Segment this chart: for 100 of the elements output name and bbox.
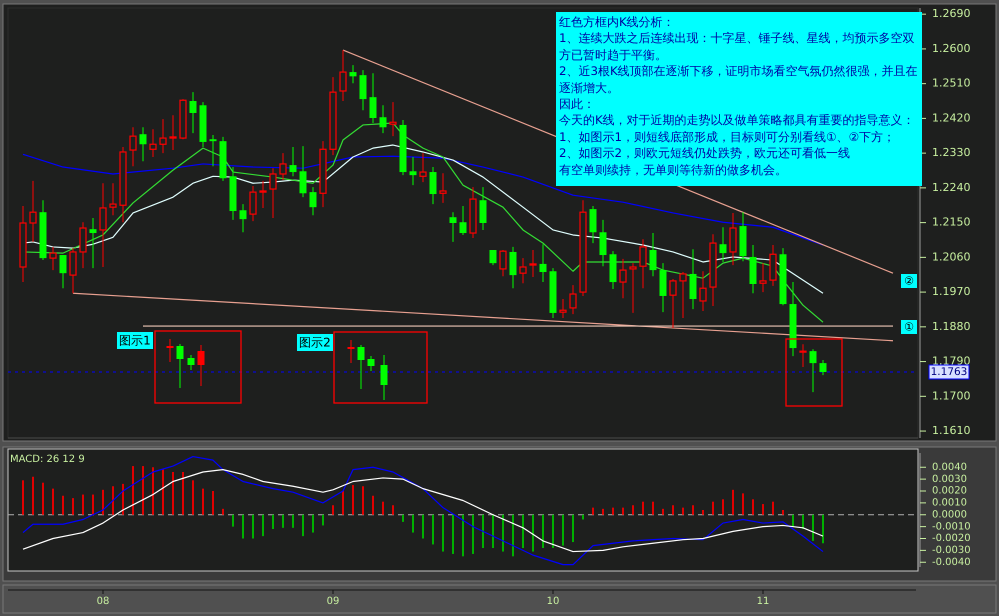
annotation: ① [904,320,914,334]
bar [582,514,584,520]
y-tick-label: 0.0020 [932,486,967,497]
annotation: 今天的K线，对于近期的走势以及做单策略都具有重要的指导意义： [559,112,916,129]
bar [342,491,344,515]
y-tick-label: 1.2150 [932,216,970,229]
bar [742,493,744,515]
bar [242,514,244,538]
bar [102,490,104,515]
bar [442,514,444,552]
y-tick-label: 1.1610 [932,424,970,438]
y-tick-label: 1.2510 [932,76,970,90]
chart-title: MACD: 26 12 9 [10,454,85,465]
bar [202,488,204,515]
bar [512,514,514,556]
bar [422,514,424,538]
bar [332,505,334,515]
bar [492,514,494,548]
y-tick-label: 1.2330 [932,146,970,160]
bar [122,484,124,515]
bar [672,505,674,515]
annotation: ② [904,274,914,288]
bar [542,514,544,548]
bar [522,514,524,548]
y-tick-label: 1.2240 [932,180,970,194]
bar [82,494,84,515]
annotation: 红色方框内K线分析： [559,14,676,30]
bar [252,514,254,538]
bar [772,502,774,515]
bar [352,485,354,515]
y-tick-label: 0.0030 [932,474,967,485]
y-tick-label: 0.0040 [932,462,967,473]
y-tick-label: -0.0010 [932,521,971,532]
bar [722,499,724,515]
bar [132,466,134,515]
bar [652,502,654,515]
bar [482,514,484,548]
bar [62,496,64,515]
bar [172,472,174,515]
y-tick-label: 1.1790 [932,354,970,368]
y-tick-label: 0.0010 [932,498,967,509]
bar [292,514,294,528]
bar [402,514,404,522]
bar [302,514,304,536]
bar [712,502,714,515]
x-tick-label: 11 [756,596,770,607]
annotation: 1、如图示1，则短线底部形成，目标则可分别看线①、②下方； [559,128,896,146]
x-tick-label: 10 [546,596,560,607]
y-tick-label: 0.0000 [932,509,967,520]
bar [322,514,324,526]
annotation: 有空单则续持，无单则等待新的做多机会。 [559,162,788,178]
bar [692,505,694,515]
bar [112,486,114,515]
y-tick-label: 1.2060 [932,250,970,264]
bar [432,514,434,544]
y-tick-label: 1.2420 [932,111,970,124]
annotation: 图示1 [119,333,151,348]
bar [472,514,474,554]
bar [382,502,384,515]
ref-line-label: 1.1763 [930,366,968,378]
bar [452,514,454,554]
y-tick-label: 1.2600 [932,42,970,55]
bar [222,508,224,515]
bar [642,502,644,515]
y-tick-label: 1.1880 [932,320,970,333]
bar [502,514,504,552]
bar [752,499,754,515]
x-tick-label: 09 [326,596,340,607]
bar [602,508,604,515]
bar [192,480,194,515]
bar [612,508,614,515]
y-tick-label: -0.0020 [932,533,971,544]
y-tick-label: 1.1700 [932,389,970,402]
bar [92,494,94,515]
bar [822,514,824,544]
bar [562,514,564,546]
bar [572,514,574,542]
bar [362,486,364,515]
y-tick-label: -0.0030 [932,545,971,556]
bar [142,466,144,515]
bar [162,470,164,515]
bar [52,488,54,515]
bar [592,508,594,515]
bar [662,508,664,515]
bar [312,514,314,533]
bar [232,514,234,527]
bar [532,514,534,552]
bar [42,482,44,515]
line-series [22,469,824,552]
bar [392,505,394,515]
x-tick-label: 08 [96,596,110,607]
annotation: 2、如图示2，则欧元短线仍处跌势，欧元还可看低一线 [559,145,852,162]
bar [262,514,264,536]
bar [272,514,274,529]
bar [212,491,214,515]
bar [732,490,734,515]
bar [762,504,764,515]
bar [72,498,74,515]
bar [152,467,154,515]
bar [682,508,684,515]
